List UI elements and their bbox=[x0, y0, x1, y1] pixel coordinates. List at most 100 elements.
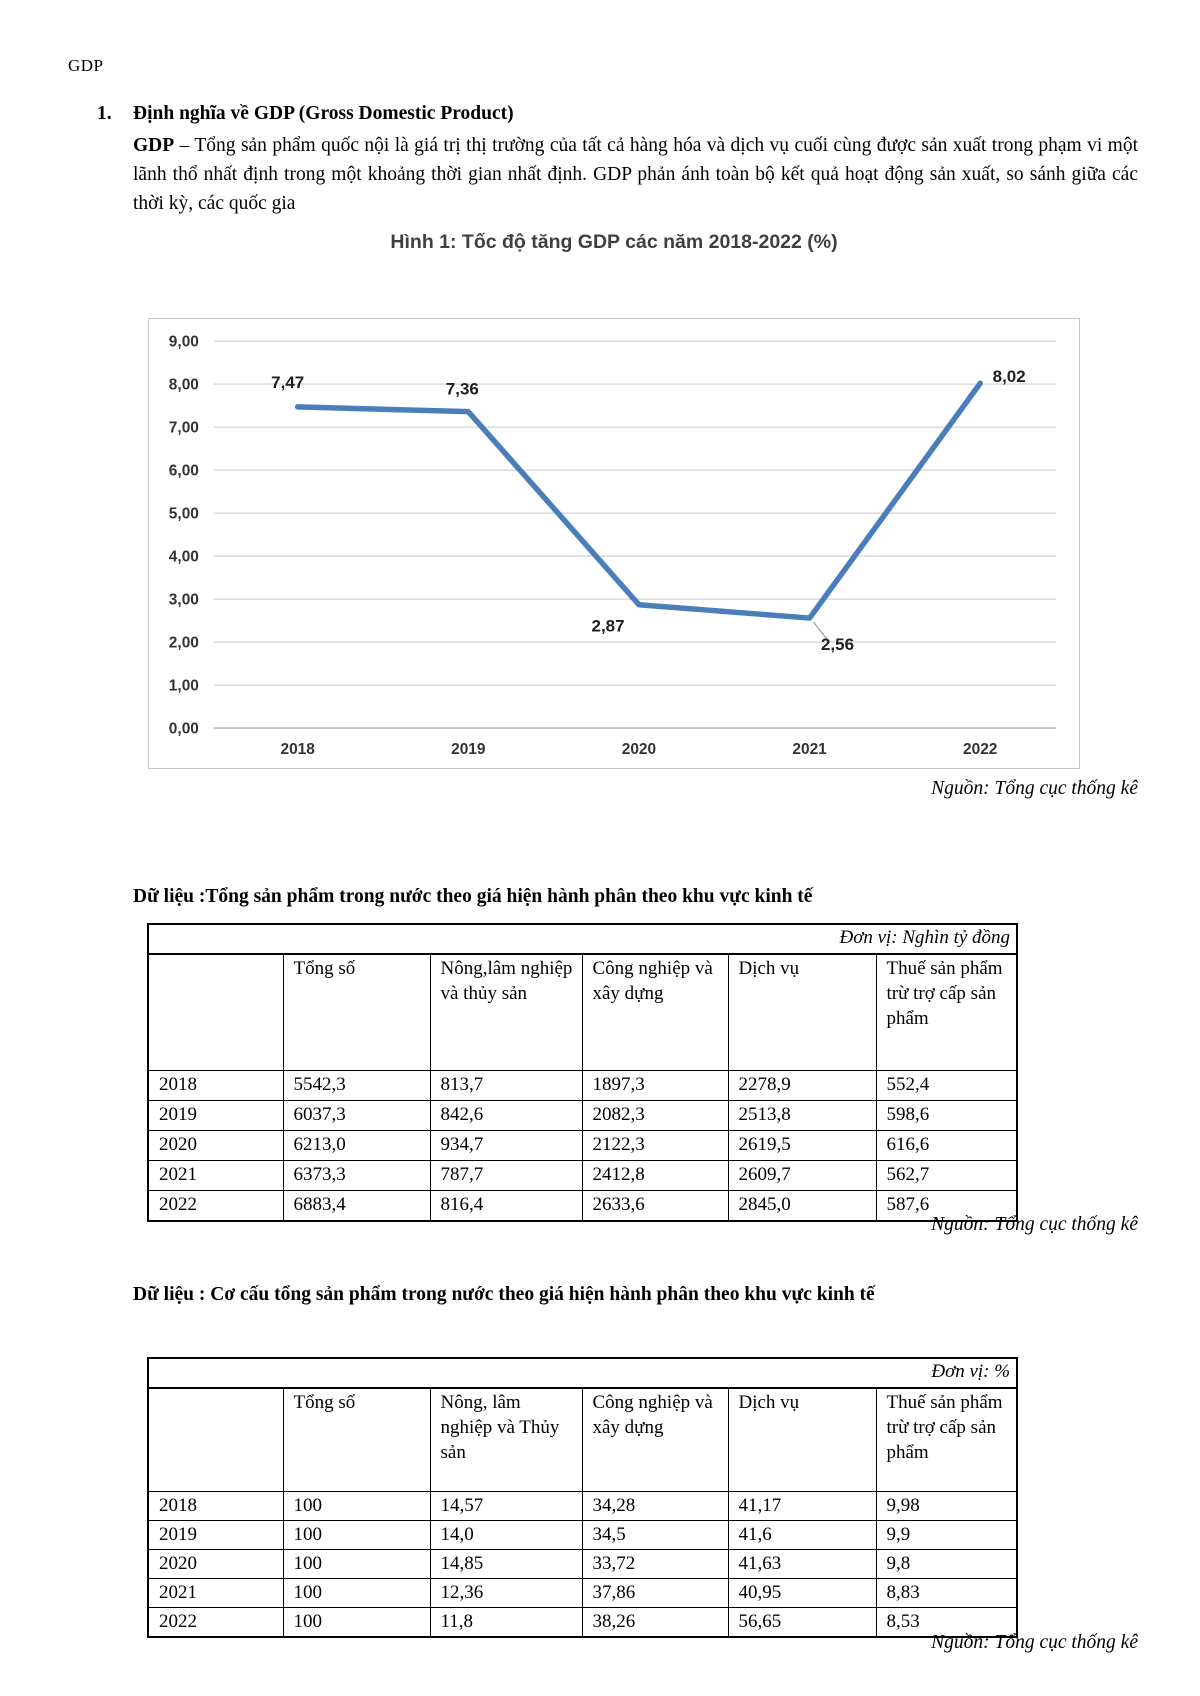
unit-label: Đơn vị: % bbox=[147, 1357, 1018, 1389]
value-cell: 9,98 bbox=[875, 1491, 1018, 1521]
table-row: 2022 100 11,8 38,26 56,65 8,53 bbox=[147, 1607, 1018, 1637]
table1-heading: Dữ liệu :Tổng sản phẩm trong nước theo g… bbox=[133, 886, 813, 907]
value-cell: 2122,3 bbox=[581, 1130, 729, 1161]
value-cell: 2513,8 bbox=[727, 1100, 877, 1131]
value-cell: 934,7 bbox=[429, 1130, 583, 1161]
value-cell: 38,26 bbox=[581, 1607, 729, 1637]
table-row: 2021 100 12,36 37,86 40,95 8,83 bbox=[147, 1578, 1018, 1608]
table-row: 2022 6883,4 816,4 2633,6 2845,0 587,6 bbox=[147, 1190, 1018, 1221]
value-cell: 14,0 bbox=[429, 1520, 583, 1550]
value-cell: 2412,8 bbox=[581, 1160, 729, 1191]
value-cell: 34,5 bbox=[581, 1520, 729, 1550]
header-row: Tổng số Nông, lâm nghiệp và Thủy sản Công … bbox=[147, 1387, 1018, 1492]
value-cell: 2082,3 bbox=[581, 1100, 729, 1131]
table-row: 2018 100 14,57 34,28 41,17 9,98 bbox=[147, 1491, 1018, 1521]
y-tick-label: 1,00 bbox=[169, 678, 199, 695]
table-row: 2021 6373,3 787,7 2412,8 2609,7 562,7 bbox=[147, 1160, 1018, 1191]
value-cell: 100 bbox=[282, 1520, 431, 1550]
value-cell: 100 bbox=[282, 1491, 431, 1521]
value-cell: 8,83 bbox=[875, 1578, 1018, 1608]
table2-source: Nguồn: Tổng cục thống kê bbox=[931, 1632, 1138, 1653]
y-tick-label: 9,00 bbox=[169, 334, 199, 351]
chart-canvas: 0,00 1,00 2,00 3,00 4,00 5,00 6,00 7,00 8,00 9,00… bbox=[169, 334, 1057, 758]
column-header: Dịch vụ bbox=[727, 953, 877, 1071]
value-cell: 100 bbox=[282, 1549, 431, 1579]
y-tick-label: 6,00 bbox=[169, 463, 199, 480]
table-row: 2020 6213,0 934,7 2122,3 2619,5 616,6 bbox=[147, 1130, 1018, 1161]
gdp-line-chart: 0,00 1,00 2,00 3,00 4,00 5,00 6,00 7,00 8,00 9,00… bbox=[148, 318, 1080, 769]
paragraph-text: – Tổng sản phẩm quốc nội là giá trị thị … bbox=[133, 135, 1138, 214]
value-cell: 5542,3 bbox=[282, 1070, 431, 1101]
column-header: Nông,lâm nghiệp và thủy sản bbox=[429, 953, 583, 1071]
y-tick-label: 0,00 bbox=[169, 721, 199, 738]
gdp-structure-table: Đơn vị: % Tổng số Nông, lâm nghiệp và Thủy… bbox=[147, 1357, 1019, 1638]
value-cell: 33,72 bbox=[581, 1549, 729, 1579]
value-cell: 9,9 bbox=[875, 1520, 1018, 1550]
value-cell: 816,4 bbox=[429, 1190, 583, 1221]
header-row: Tổng số Nông,lâm nghiệp và thủy sản Công n… bbox=[147, 953, 1018, 1071]
data-label: 2,56 bbox=[821, 635, 854, 654]
value-cell: 41,6 bbox=[727, 1520, 877, 1550]
value-cell: 100 bbox=[282, 1578, 431, 1608]
chart-source: Nguồn: Tổng cục thống kê bbox=[931, 778, 1138, 799]
value-cell: 6373,3 bbox=[282, 1160, 431, 1191]
value-cell: 1897,3 bbox=[581, 1070, 729, 1101]
year-cell: 2019 bbox=[147, 1100, 284, 1131]
value-cell: 56,65 bbox=[727, 1607, 877, 1637]
column-header bbox=[147, 1387, 284, 1492]
label-leader-line bbox=[813, 621, 829, 641]
section-heading-row: 1. Định nghĩa về GDP (Gross Domestic Prod… bbox=[97, 103, 514, 125]
year-cell: 2021 bbox=[147, 1160, 284, 1191]
table-row: 2018 5542,3 813,7 1897,3 2278,9 552,4 bbox=[147, 1070, 1018, 1101]
chart-title: Hình 1: Tốc độ tăng GDP các năm 2018-202… bbox=[390, 231, 838, 253]
value-cell: 2633,6 bbox=[581, 1190, 729, 1221]
data-label: 7,47 bbox=[271, 373, 304, 392]
value-cell: 787,7 bbox=[429, 1160, 583, 1191]
column-header bbox=[147, 953, 284, 1071]
unit-label: Đơn vị: Nghìn tỷ đồng bbox=[147, 923, 1018, 955]
value-cell: 14,57 bbox=[429, 1491, 583, 1521]
section-heading: Định nghĩa về GDP (Gross Domestic Produc… bbox=[133, 103, 514, 124]
table1-source: Nguồn: Tổng cục thống kê bbox=[931, 1214, 1138, 1235]
column-header: Tổng số bbox=[282, 953, 431, 1071]
section-number: 1. bbox=[97, 103, 112, 124]
unit-row: Đơn vị: % bbox=[147, 1357, 1018, 1389]
x-tick-label: 2019 bbox=[451, 741, 486, 758]
value-cell: 552,4 bbox=[875, 1070, 1018, 1101]
table-row: 2019 6037,3 842,6 2082,3 2513,8 598,6 bbox=[147, 1100, 1018, 1131]
column-header: Dịch vụ bbox=[727, 1387, 877, 1492]
data-label: 7,36 bbox=[446, 380, 479, 399]
year-cell: 2020 bbox=[147, 1130, 284, 1161]
value-cell: 12,36 bbox=[429, 1578, 583, 1608]
value-cell: 2278,9 bbox=[727, 1070, 877, 1101]
value-cell: 2619,5 bbox=[727, 1130, 877, 1161]
column-header: Công nghiệp và xây dựng bbox=[581, 1387, 729, 1492]
y-tick-label: 2,00 bbox=[169, 635, 199, 652]
table-row: 2020 100 14,85 33,72 41,63 9,8 bbox=[147, 1549, 1018, 1579]
paragraph-lead: GDP bbox=[133, 135, 175, 156]
year-cell: 2021 bbox=[147, 1578, 284, 1608]
column-header: Thuế sản phẩm trừ trợ cấp sản phẩm bbox=[875, 1387, 1018, 1492]
x-tick-label: 2021 bbox=[792, 741, 827, 758]
value-cell: 587,6 bbox=[875, 1190, 1018, 1221]
value-cell: 41,63 bbox=[727, 1549, 877, 1579]
data-label: 2,87 bbox=[592, 617, 625, 636]
y-tick-label: 4,00 bbox=[169, 549, 199, 566]
table-row: 2019 100 14,0 34,5 41,6 9,9 bbox=[147, 1520, 1018, 1550]
data-label: 8,02 bbox=[993, 367, 1026, 386]
value-cell: 842,6 bbox=[429, 1100, 583, 1131]
value-cell: 598,6 bbox=[875, 1100, 1018, 1131]
y-tick-label: 7,00 bbox=[169, 420, 199, 437]
value-cell: 40,95 bbox=[727, 1578, 877, 1608]
year-cell: 2022 bbox=[147, 1190, 284, 1221]
year-cell: 2018 bbox=[147, 1070, 284, 1101]
y-tick-label: 5,00 bbox=[169, 506, 199, 523]
value-cell: 6037,3 bbox=[282, 1100, 431, 1131]
value-cell: 562,7 bbox=[875, 1160, 1018, 1191]
y-tick-label: 8,00 bbox=[169, 377, 199, 394]
value-cell: 41,17 bbox=[727, 1491, 877, 1521]
value-cell: 8,53 bbox=[875, 1607, 1018, 1637]
year-cell: 2018 bbox=[147, 1491, 284, 1521]
gdp-series-line bbox=[294, 380, 983, 621]
year-cell: 2020 bbox=[147, 1549, 284, 1579]
